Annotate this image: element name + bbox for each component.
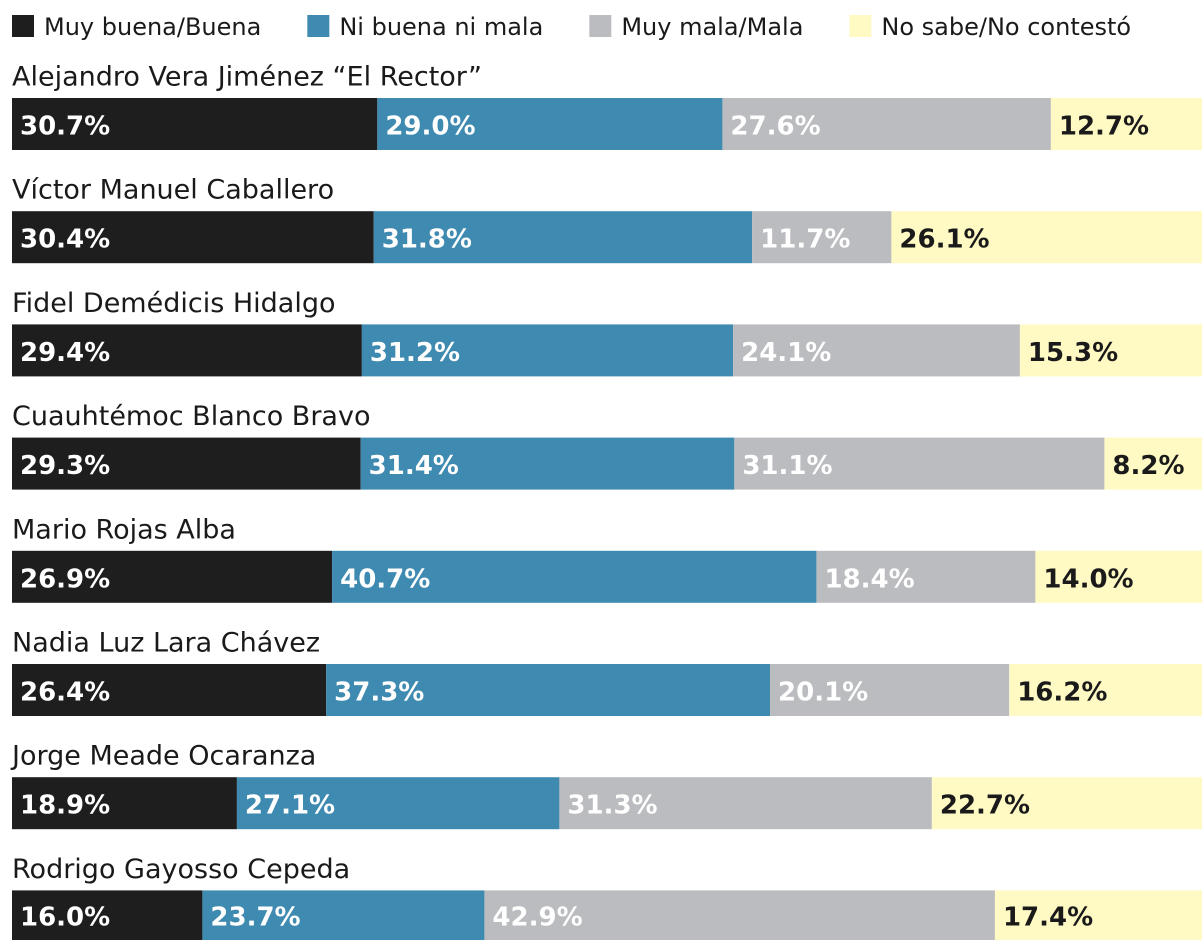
bar-segment	[12, 890, 203, 940]
legend-label: No sabe/No contestó	[881, 13, 1131, 41]
bar-segment	[484, 890, 995, 940]
legend-label: Muy buena/Buena	[44, 13, 261, 41]
value-label: 27.6%	[730, 112, 820, 142]
bar-segment	[377, 98, 723, 150]
value-label: 15.3%	[1028, 338, 1118, 368]
bar-segment	[12, 324, 362, 377]
category-label: Cuauhtémoc Blanco Bravo	[12, 401, 370, 432]
value-label: 11.7%	[760, 225, 850, 255]
category-label: Alejandro Vera Jiménez “El Rector”	[12, 62, 482, 93]
value-label: 29.4%	[20, 338, 110, 368]
value-label: 18.4%	[824, 564, 914, 594]
legend-swatch	[307, 15, 330, 37]
bar-segment	[733, 324, 1020, 377]
value-label: 16.2%	[1017, 678, 1107, 708]
value-label: 31.8%	[382, 225, 472, 255]
value-label: 37.3%	[334, 678, 424, 708]
value-label: 27.1%	[245, 791, 335, 821]
bar-segment	[931, 777, 1202, 830]
value-label: 14.0%	[1043, 564, 1133, 594]
value-label: 31.2%	[370, 338, 460, 368]
value-label: 40.7%	[340, 564, 430, 594]
value-label: 26.9%	[20, 564, 110, 594]
legend-swatch	[589, 15, 612, 37]
bar-segment	[12, 664, 327, 716]
value-label: 16.0%	[20, 903, 110, 933]
bar-segment	[12, 777, 237, 830]
bar-segment	[361, 324, 734, 377]
bar-segment	[12, 437, 361, 490]
bar-segment	[236, 777, 560, 830]
bar-segment	[752, 211, 892, 264]
value-label: 23.7%	[210, 903, 300, 933]
legend-label: Muy mala/Mala	[621, 13, 803, 41]
value-label: 26.1%	[899, 225, 989, 255]
value-label: 30.4%	[20, 225, 110, 255]
legend-swatch	[849, 15, 872, 37]
value-label: 8.2%	[1112, 451, 1184, 481]
bar-segment	[373, 211, 753, 264]
bar-segment	[12, 98, 378, 150]
value-label: 31.4%	[369, 451, 459, 481]
bar-segment	[202, 890, 485, 940]
bar-segment	[360, 437, 735, 490]
value-label: 12.7%	[1059, 112, 1149, 142]
category-label: Rodrigo Gayosso Cepeda	[12, 854, 350, 885]
value-label: 30.7%	[20, 112, 110, 142]
bar-segment	[994, 890, 1202, 940]
value-label: 42.9%	[492, 903, 582, 933]
category-label: Nadia Luz Lara Chávez	[12, 628, 320, 659]
bar-segment	[1050, 98, 1202, 150]
category-label: Jorge Meade Ocaranza	[10, 741, 316, 772]
value-label: 31.1%	[742, 451, 832, 481]
bar-segment	[12, 211, 374, 264]
legend-label: Ni buena ni mala	[339, 13, 543, 41]
bar-segment	[734, 437, 1105, 490]
bar-segment	[770, 664, 1010, 716]
value-label: 31.3%	[567, 791, 657, 821]
value-label: 26.4%	[20, 678, 110, 708]
value-label: 18.9%	[20, 791, 110, 821]
value-label: 29.0%	[385, 112, 475, 142]
bar-segment	[891, 211, 1202, 264]
bar-segment	[559, 777, 932, 830]
bar-segment	[816, 550, 1036, 603]
legend-swatch	[12, 15, 34, 37]
bar-segment	[332, 550, 817, 603]
bar-segment	[1104, 437, 1202, 490]
bar-segment	[12, 550, 333, 603]
category-label: Fidel Demédicis Hidalgo	[12, 288, 336, 319]
bar-segment	[1035, 550, 1202, 603]
bar-segment	[722, 98, 1051, 150]
bar-segment	[326, 664, 771, 716]
value-label: 22.7%	[940, 791, 1030, 821]
category-label: Víctor Manuel Caballero	[12, 175, 334, 206]
bar-segment	[1009, 664, 1202, 716]
value-label: 24.1%	[741, 338, 831, 368]
category-label: Mario Rojas Alba	[12, 514, 236, 545]
value-label: 20.1%	[778, 678, 868, 708]
value-label: 17.4%	[1003, 903, 1093, 933]
bar-segment	[1019, 324, 1202, 377]
value-label: 29.3%	[20, 451, 110, 481]
